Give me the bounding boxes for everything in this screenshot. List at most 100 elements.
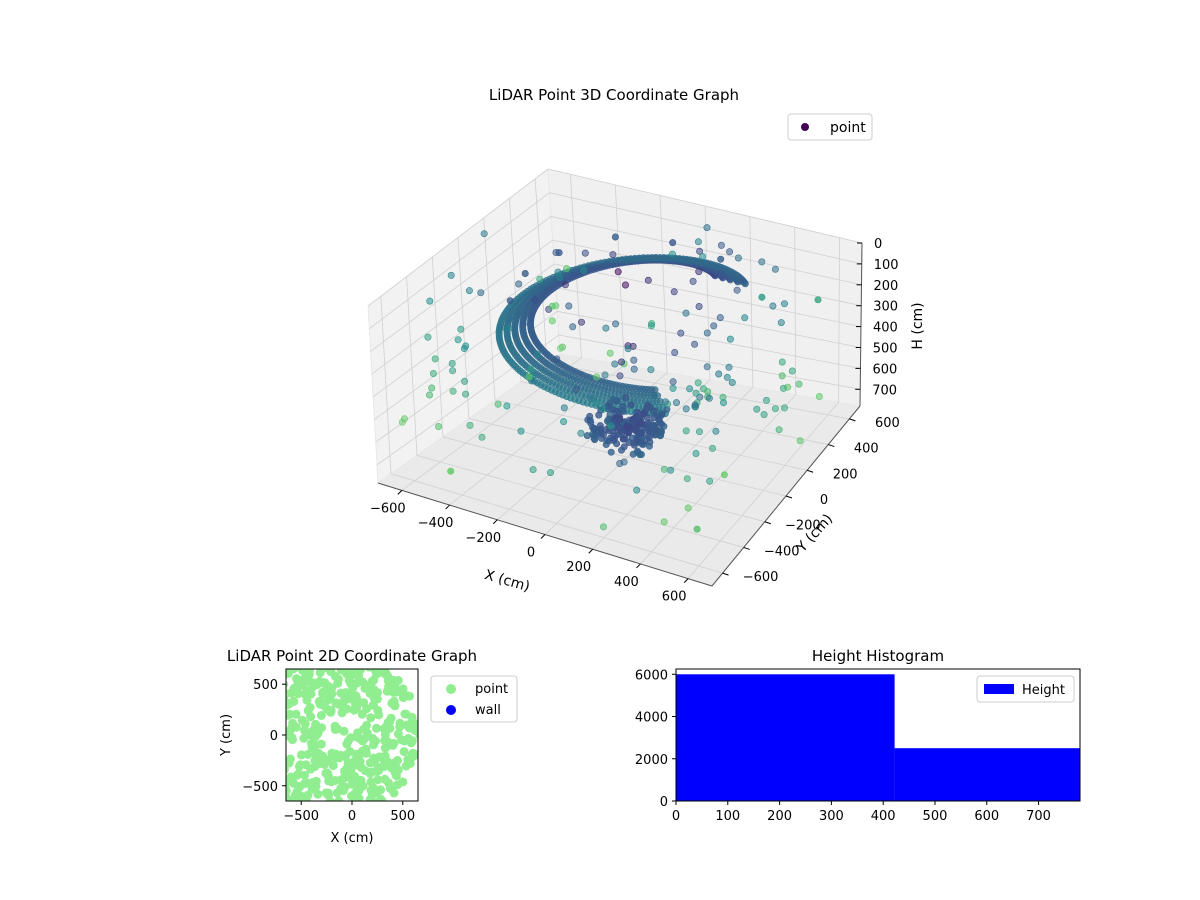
chart-3d-point bbox=[645, 434, 653, 442]
chart-2d-point bbox=[286, 785, 290, 795]
chart-2d-tick-label-x: −500 bbox=[283, 809, 319, 824]
chart-2d-point bbox=[277, 743, 286, 752]
chart-3d-point bbox=[703, 363, 711, 371]
chart-3d-point bbox=[715, 370, 723, 378]
chart-2d-point bbox=[286, 758, 294, 768]
chart-2d-point bbox=[328, 761, 338, 771]
chart-2d-point bbox=[260, 768, 269, 777]
chart-3d-point bbox=[717, 241, 725, 249]
chart-histogram-tick-label-y: 0 bbox=[660, 795, 668, 810]
chart-2d-point bbox=[385, 723, 395, 733]
chart-2d-point bbox=[297, 715, 307, 725]
chart-3d-tick-label-x: −600 bbox=[370, 501, 406, 516]
chart-2d-legend-label-wall: wall bbox=[475, 703, 501, 718]
chart-3d-point bbox=[775, 426, 783, 434]
chart-2d-point bbox=[296, 750, 306, 760]
chart-3d-point bbox=[703, 224, 711, 232]
chart-3d-point bbox=[788, 367, 796, 375]
chart-2d-point bbox=[355, 808, 364, 817]
chart-3d-point bbox=[449, 387, 457, 395]
chart-2d-point bbox=[250, 729, 259, 738]
chart-3d-gridline-y bbox=[416, 454, 744, 548]
chart-3d-point bbox=[466, 421, 474, 429]
chart-2d-point bbox=[330, 725, 340, 734]
chart-3d-tick-label-z: 400 bbox=[873, 321, 898, 336]
chart-histogram-bar bbox=[894, 748, 1080, 801]
chart-3d-tick-x bbox=[540, 534, 546, 539]
chart-3d-point bbox=[734, 254, 742, 262]
chart-3d-point bbox=[771, 265, 779, 273]
chart-3d-point bbox=[652, 408, 660, 416]
chart-2d-point bbox=[261, 733, 270, 742]
chart-histogram-tick-label-x: 400 bbox=[871, 809, 896, 824]
chart-3d-point bbox=[717, 269, 725, 277]
chart-3d-tick-y bbox=[722, 572, 729, 576]
chart-3d-point bbox=[630, 356, 638, 364]
chart-2d-point bbox=[295, 781, 305, 791]
chart-2d-point bbox=[286, 688, 296, 698]
chart-3d-legend-frame bbox=[787, 113, 873, 141]
chart-3d-point bbox=[612, 320, 620, 328]
chart-2d-point bbox=[298, 669, 308, 673]
chart-3d-point bbox=[796, 437, 804, 445]
chart-3d-point bbox=[569, 323, 577, 331]
chart-2d-point bbox=[334, 674, 343, 684]
chart-3d-point bbox=[660, 465, 668, 473]
chart-3d-point bbox=[760, 411, 768, 419]
chart-3d-point-sample bbox=[693, 525, 701, 533]
chart-2d-point bbox=[326, 808, 335, 817]
chart-3d-tick-label-x: 0 bbox=[527, 546, 535, 561]
chart-3d-point bbox=[683, 475, 691, 483]
chart-3d-point bbox=[558, 343, 566, 351]
chart-3d-point bbox=[668, 250, 676, 258]
chart-2d-point bbox=[286, 776, 293, 786]
chart-2d-point bbox=[365, 795, 375, 801]
chart-3d-gridline-z-back bbox=[554, 263, 862, 327]
chart-3d-point bbox=[572, 386, 580, 394]
chart-2d-point bbox=[277, 777, 286, 786]
chart-3d-gridline-x-back bbox=[794, 227, 797, 395]
chart-3d-tick-label-y: 0 bbox=[820, 493, 828, 508]
chart-2d-point bbox=[341, 688, 351, 698]
chart-3d-point bbox=[588, 430, 596, 438]
chart-3d-point bbox=[600, 431, 608, 439]
chart-3d-point bbox=[560, 404, 568, 412]
chart-2d-point bbox=[374, 710, 384, 720]
chart-3d-tick-label-z: 0 bbox=[874, 237, 882, 252]
chart-2d-point bbox=[343, 669, 353, 673]
chart-3d-point bbox=[716, 314, 724, 322]
chart-2d-point bbox=[304, 676, 314, 686]
chart-2d-legend: point wall bbox=[430, 675, 518, 723]
chart-2d-point bbox=[295, 679, 305, 689]
chart-2d-point bbox=[337, 801, 346, 810]
chart-3d-point bbox=[708, 444, 716, 452]
chart-3d-point bbox=[553, 355, 561, 363]
chart-histogram-tick-label-x: 100 bbox=[715, 809, 740, 824]
chart-2d-point bbox=[302, 695, 312, 705]
chart-3d-point bbox=[621, 281, 629, 289]
chart-2d-point bbox=[286, 702, 289, 711]
chart-histogram-legend: Height bbox=[976, 675, 1075, 703]
chart-3d-point bbox=[705, 394, 713, 402]
chart-3d-point bbox=[669, 378, 677, 386]
chart-3d-tick-x bbox=[588, 548, 594, 554]
chart-3d-point bbox=[725, 363, 733, 371]
chart-3d-gridline-z bbox=[367, 168, 549, 307]
chart-2d-point bbox=[253, 745, 262, 754]
chart-2d-point bbox=[366, 713, 376, 723]
chart-2d-point bbox=[365, 758, 375, 768]
chart-3d-gridline-y bbox=[442, 436, 765, 523]
chart-3d-point bbox=[815, 392, 823, 400]
chart-2d-point bbox=[292, 770, 302, 780]
chart-2d-point bbox=[255, 702, 264, 711]
chart-3d-point bbox=[630, 365, 638, 373]
chart-histogram-tick-label-x: 700 bbox=[1026, 809, 1051, 824]
chart-histogram-tick-label-y: 2000 bbox=[635, 753, 668, 768]
chart-2d-point bbox=[322, 704, 332, 714]
chart-3d-point bbox=[758, 258, 766, 266]
chart-2d-point bbox=[355, 800, 361, 801]
chart-2d-point bbox=[286, 793, 292, 801]
chart-3d-gridline-y-back bbox=[380, 296, 392, 474]
chart-3d-point bbox=[629, 450, 637, 458]
chart-2d-legend-marker-point bbox=[446, 684, 456, 694]
